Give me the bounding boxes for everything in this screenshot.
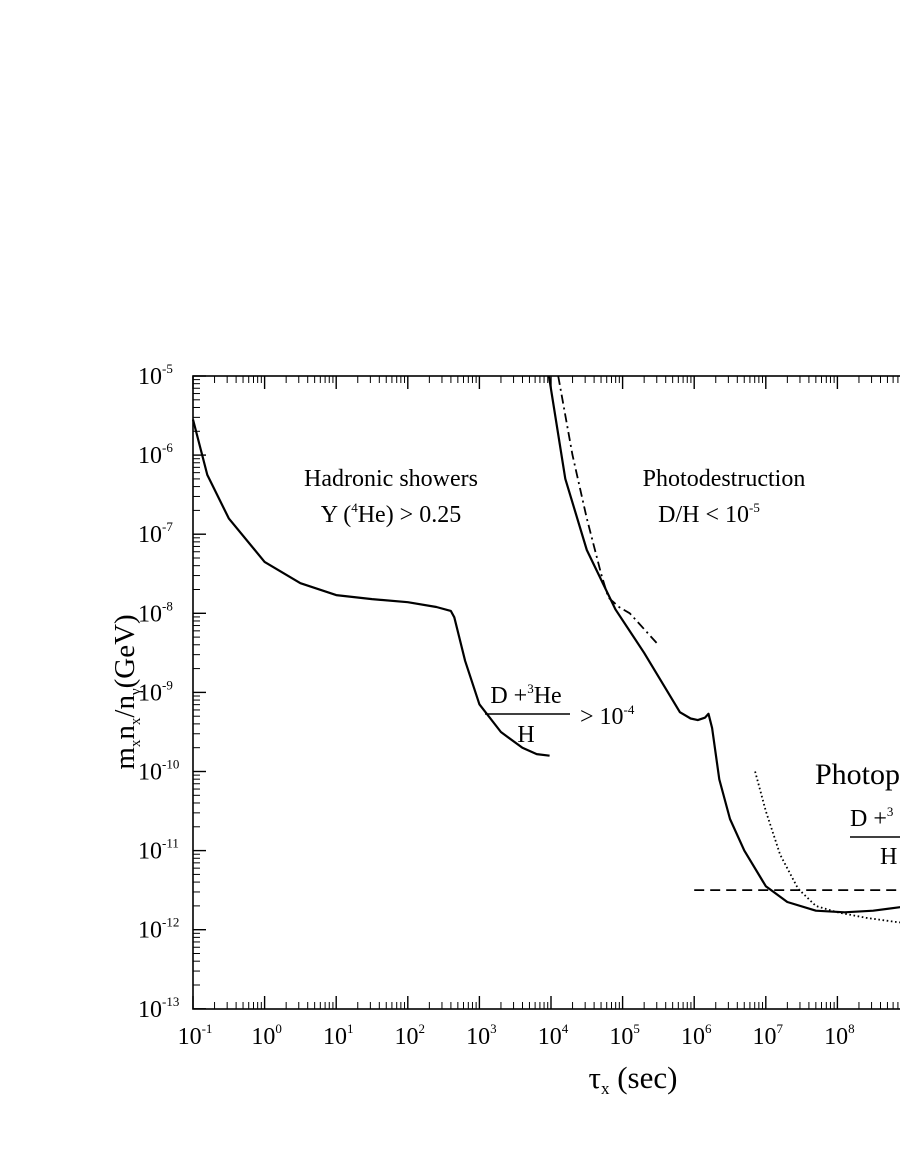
x-tick-label: 102 <box>395 1021 426 1050</box>
photoproduction-label: Photop <box>815 758 900 791</box>
y-tick-label: 10-7 <box>138 519 173 548</box>
y-tick-label: 10-6 <box>138 440 173 469</box>
x-axis-title: τx (sec) <box>589 1060 678 1098</box>
y-tick-labels: 10-13 10-12 10-11 10-10 10-9 10-8 10-7 10-6 10-5 <box>138 361 179 1023</box>
series-line-solid-0 <box>191 419 550 757</box>
y-tick-label: 10-11 <box>138 836 179 865</box>
x-tick-label: 108 <box>824 1021 855 1050</box>
x-tick-label: 104 <box>538 1021 569 1050</box>
helium-condition-label: Y (4He) > 0.25 <box>321 500 461 528</box>
photop-ratio-numerator: D +3 <box>850 804 893 832</box>
axis-ticks <box>192 375 899 1010</box>
photodestruction-label: Photodestruction <box>643 466 806 492</box>
ratio-numerator: D +3He <box>490 681 561 709</box>
series-line-solid-1 <box>547 375 900 914</box>
x-tick-label: 100 <box>251 1021 282 1050</box>
x-tick-label: 107 <box>753 1021 784 1050</box>
x-tick-label: 105 <box>609 1021 640 1050</box>
ratio-condition: > 10-4 <box>580 702 635 730</box>
x-tick-label: 101 <box>323 1021 354 1050</box>
series-line-dotted-3 <box>754 771 900 924</box>
y-tick-label: 10-5 <box>138 361 173 390</box>
y-tick-label: 10-10 <box>138 757 179 786</box>
ratio-denominator: H <box>517 722 534 748</box>
x-tick-label: 10-1 <box>178 1021 213 1050</box>
series-line-dashdot-2 <box>557 375 660 646</box>
y-axis-title: mxnx/nγ(GeV) <box>109 614 144 769</box>
y-tick-label: 10-12 <box>138 915 179 944</box>
hadronic-showers-label: Hadronic showers <box>304 466 478 492</box>
x-tick-label: 106 <box>681 1021 712 1050</box>
data-curves <box>191 375 900 924</box>
x-tick-label: 103 <box>466 1021 497 1050</box>
y-tick-label: 10-8 <box>138 598 173 627</box>
y-tick-label: 10-9 <box>138 677 173 706</box>
deuterium-condition-label: D/H < 10-5 <box>658 500 760 528</box>
photop-ratio-denominator: H <box>880 844 897 870</box>
plot-frame <box>192 375 900 1010</box>
y-tick-label: 10-13 <box>138 994 179 1023</box>
